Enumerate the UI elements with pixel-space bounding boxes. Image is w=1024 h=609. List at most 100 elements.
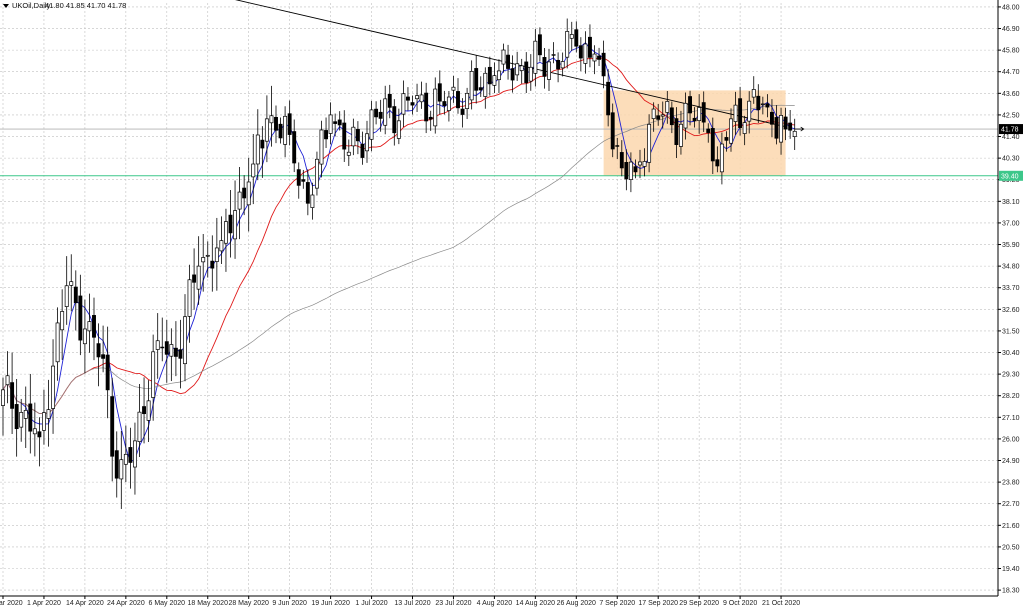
candle xyxy=(160,317,165,362)
candle xyxy=(19,398,24,442)
y-axis: 18.30 19.40 20.50 21.60 22.70 23.80 24.90 26.00… xyxy=(997,0,1020,596)
candle-body xyxy=(760,103,765,106)
candle-body xyxy=(710,128,715,162)
candle xyxy=(51,339,56,434)
candle xyxy=(478,76,483,97)
candle-body xyxy=(278,123,283,139)
candle xyxy=(301,169,306,189)
candle xyxy=(442,90,447,115)
candle xyxy=(133,422,137,495)
candle-body xyxy=(365,133,369,152)
candle xyxy=(224,208,228,272)
candle xyxy=(1,377,5,436)
candle xyxy=(360,131,365,165)
candle xyxy=(110,377,115,482)
candle-body xyxy=(205,254,210,257)
candle xyxy=(724,131,729,152)
candle xyxy=(114,431,119,498)
candle xyxy=(742,115,747,146)
candle-body xyxy=(501,49,506,65)
x-tick-label: 24 Apr 2020 xyxy=(107,600,145,607)
candle xyxy=(333,113,338,137)
candle xyxy=(105,326,110,419)
candle-body xyxy=(387,93,392,108)
range-box xyxy=(603,90,786,176)
candle xyxy=(497,59,501,94)
candle-body xyxy=(701,102,706,123)
candle xyxy=(738,86,743,136)
candle-body xyxy=(756,95,761,111)
candle-body xyxy=(469,70,474,101)
candle-body xyxy=(355,129,360,142)
candle-body xyxy=(328,114,333,134)
candle-body xyxy=(719,143,724,173)
x-tick-label: 9 Oct 2020 xyxy=(723,600,757,607)
candle xyxy=(601,40,606,89)
candle-body xyxy=(492,75,497,86)
y-tick-label: 22.70 xyxy=(1002,501,1020,508)
candle xyxy=(192,248,197,310)
candle-body xyxy=(483,72,488,97)
candle xyxy=(487,56,492,96)
candle xyxy=(437,70,442,115)
candle xyxy=(32,402,37,457)
candle-body xyxy=(23,410,28,419)
candle xyxy=(483,67,488,109)
candle xyxy=(501,43,506,73)
candle-body xyxy=(697,107,702,121)
candle-body xyxy=(428,116,433,120)
candle xyxy=(783,107,788,141)
grid xyxy=(0,3,998,596)
candle xyxy=(201,233,206,292)
candle-body xyxy=(146,400,151,421)
candle xyxy=(433,77,438,134)
candle xyxy=(760,96,765,115)
candle-body xyxy=(729,118,733,144)
candle-body xyxy=(201,257,206,263)
dropdown-arrow-icon[interactable] xyxy=(3,4,9,8)
last-price-arrow-icon xyxy=(794,126,805,132)
candle xyxy=(756,84,761,123)
candle xyxy=(28,373,33,454)
candle xyxy=(415,83,420,112)
candle xyxy=(23,386,28,448)
x-tick-label: 19 Jun 2020 xyxy=(311,600,350,607)
candle-body xyxy=(10,382,15,409)
candle-body xyxy=(305,182,310,204)
candle xyxy=(128,427,133,489)
candle xyxy=(355,121,360,155)
candle-body xyxy=(569,34,574,39)
candle-body xyxy=(597,55,602,60)
candle xyxy=(383,85,388,135)
y-tick-label: 32.60 xyxy=(1002,307,1020,314)
candle-body xyxy=(5,375,10,386)
candle-body xyxy=(41,412,46,431)
candle-body xyxy=(246,181,251,206)
candle xyxy=(96,323,101,387)
candle xyxy=(315,151,319,196)
candle-body xyxy=(133,440,137,468)
candle xyxy=(751,76,756,104)
candle xyxy=(296,162,301,199)
candle-body xyxy=(169,344,174,357)
candle xyxy=(542,47,547,89)
y-tick-label: 31.50 xyxy=(1002,328,1020,335)
x-tick-label: 18 May 2020 xyxy=(188,600,229,607)
candle-body xyxy=(37,431,42,438)
candle-body xyxy=(533,40,538,74)
candle-body xyxy=(319,129,324,165)
candle xyxy=(406,87,410,111)
candle-body xyxy=(683,102,688,129)
candle xyxy=(87,293,92,353)
candle-body xyxy=(624,162,629,180)
candle xyxy=(41,389,46,445)
candle xyxy=(401,80,406,128)
candle xyxy=(524,52,529,94)
y-tick-label: 48.00 xyxy=(1002,4,1020,11)
candle xyxy=(205,241,210,278)
candle xyxy=(365,120,369,163)
candle-body xyxy=(242,187,247,199)
candle xyxy=(260,126,265,178)
